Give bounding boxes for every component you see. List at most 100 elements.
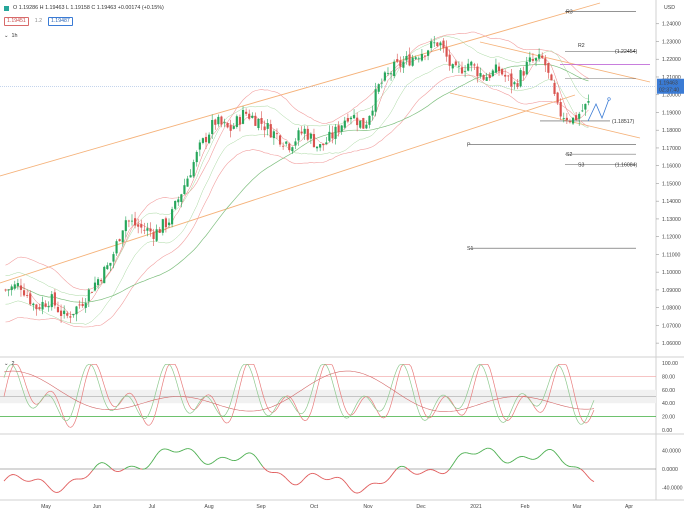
momentum-segment [480, 449, 484, 453]
time-axis-label: May [41, 504, 51, 510]
candle-body [454, 61, 457, 66]
momentum-segment [92, 467, 96, 471]
candle-body [491, 70, 494, 77]
candle-body [158, 229, 161, 233]
candle-body [96, 279, 100, 285]
candle-body [263, 126, 266, 131]
candle-body [439, 42, 442, 46]
price-tick-label: 1.20000 [662, 93, 681, 99]
osc-tick-label: 80.00 [662, 374, 675, 380]
candle-body [226, 123, 229, 128]
candle-body [50, 294, 53, 308]
momentum-tick-label: 40.0000 [662, 448, 681, 454]
trade-buttons: 1.19451 1.2 1.19487 [4, 16, 73, 26]
candle-body [174, 200, 177, 209]
time-axis-label: Feb [521, 504, 530, 510]
momentum-segment [391, 471, 395, 476]
momentum-segment [21, 478, 25, 481]
candle-body [59, 310, 63, 316]
candle-body [562, 118, 565, 119]
momentum-segment [3, 478, 7, 482]
candle-body [507, 75, 510, 77]
momentum-segment [5, 476, 9, 479]
ohlc-readout: O 1.19286 H 1.19463 L 1.19158 C 1.19463 … [13, 5, 164, 11]
price-tick-label: 1.13000 [662, 217, 681, 223]
momentum-segment [289, 481, 293, 485]
candle-body [161, 219, 164, 233]
channel-retrace-line [449, 92, 641, 139]
momentum-segment [482, 448, 486, 451]
momentum-segment [137, 467, 141, 470]
candle-body [578, 113, 581, 119]
candle-body [93, 282, 97, 291]
candle-body [467, 63, 470, 71]
candle-body [100, 279, 103, 282]
candle-body [547, 63, 550, 73]
candle-body [278, 135, 282, 145]
momentum-segment [135, 466, 139, 469]
candle-body [565, 117, 568, 121]
candle-body [393, 61, 396, 77]
momentum-segment [389, 474, 393, 478]
buy-price-button[interactable]: 1.19487 [47, 16, 73, 26]
candle-body [282, 145, 285, 147]
candle-body [103, 266, 106, 284]
momentum-segment [208, 463, 211, 465]
momentum-segment [235, 459, 238, 461]
momentum-segment [60, 488, 64, 492]
timeframe-label[interactable]: ⌄ 1h [4, 33, 18, 39]
candle-body [155, 229, 158, 241]
momentum-segment [550, 449, 554, 452]
momentum-segment [541, 451, 545, 455]
candle-body [192, 162, 195, 177]
time-axis-label: 2021 [470, 504, 482, 510]
oscillator-header[interactable]: ⌄ 2 [4, 361, 15, 367]
momentum-segment [53, 491, 57, 493]
candle-body [584, 103, 587, 110]
chevron-down-icon: ⌄ [4, 33, 9, 39]
momentum-segment [514, 457, 518, 460]
oscillator-pane [0, 363, 656, 428]
time-axis-label: Sep [256, 504, 265, 510]
candle-body [7, 289, 10, 291]
candle-body [362, 117, 365, 129]
momentum-segment [500, 458, 504, 462]
momentum-segment [64, 483, 68, 487]
candle-body [127, 220, 130, 222]
momentum-segment [67, 481, 71, 485]
candle-body [575, 115, 578, 121]
candle-body [121, 230, 124, 243]
candle-body [346, 118, 349, 122]
candle-body [309, 133, 312, 139]
price-tick-label: 1.24000 [662, 22, 681, 28]
momentum-segment [344, 481, 348, 485]
price-tick-label: 1.22000 [662, 57, 681, 63]
momentum-segment [19, 477, 23, 480]
candle-body [109, 262, 112, 266]
candle-body [556, 92, 559, 103]
price-tick-label: 1.17000 [662, 146, 681, 152]
candle-body [343, 120, 346, 128]
momentum-segment [580, 468, 583, 471]
momentum-segment [362, 488, 366, 491]
momentum-segment [153, 455, 157, 460]
momentum-segment [307, 473, 311, 476]
candle-body [365, 124, 368, 129]
candle-body [180, 194, 183, 202]
candle-body [417, 58, 420, 60]
momentum-segment [15, 474, 18, 477]
symbol-header: O 1.19286 H 1.19463 L 1.19158 C 1.19463 … [4, 3, 164, 13]
candle-body [245, 111, 248, 114]
momentum-segment [203, 462, 207, 465]
osc-fast-line [3, 363, 595, 428]
momentum-segment [425, 469, 429, 472]
candle-body [312, 134, 316, 148]
momentum-segment [81, 478, 84, 480]
candle-body [204, 136, 208, 143]
candle-body [152, 232, 155, 239]
candle-body [457, 65, 461, 67]
sell-price-button[interactable]: 1.19451 [4, 16, 29, 26]
momentum-segment [33, 478, 36, 481]
momentum-segment [346, 483, 350, 488]
